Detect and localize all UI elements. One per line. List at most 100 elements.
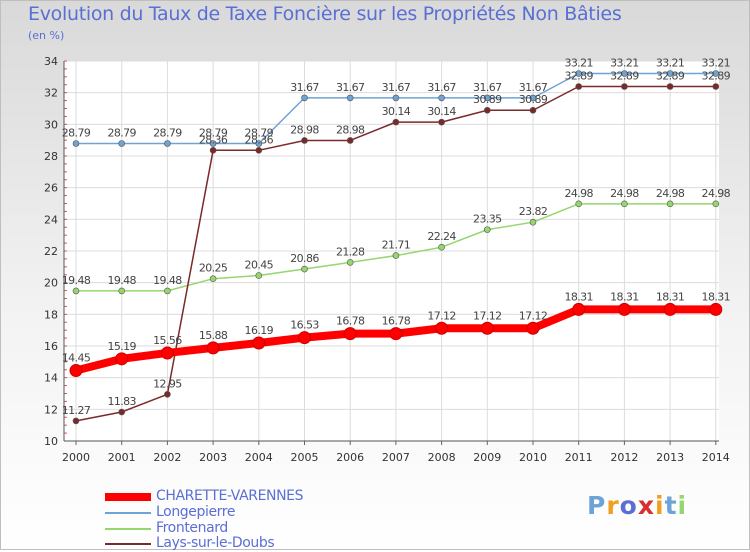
data-point-lays-sur-le-doubs <box>164 390 171 398</box>
y-tick-label: 22 <box>44 245 58 258</box>
data-label-charette-varennes: 17.12 <box>427 309 456 322</box>
data-point-lays-sur-le-doubs <box>255 147 263 154</box>
data-label-longepierre: 33.21 <box>610 57 639 70</box>
data-point-longepierre <box>392 94 400 102</box>
data-label-charette-varennes: 15.19 <box>107 340 136 353</box>
data-label-lays-sur-le-doubs: 28.98 <box>290 123 319 136</box>
data-label-charette-varennes: 18.31 <box>564 290 593 303</box>
data-label-frontenard: 19.48 <box>107 274 136 287</box>
x-tick-label: 2000 <box>62 451 90 464</box>
x-tick-label: 2012 <box>610 451 638 464</box>
data-point-frontenard <box>575 200 583 208</box>
y-tick-label: 12 <box>44 403 58 416</box>
legend-label-frontenard: Frontenard <box>156 520 228 536</box>
data-label-lays-sur-le-doubs: 12.95 <box>153 377 182 390</box>
data-label-lays-sur-le-doubs: 32.89 <box>564 69 593 82</box>
data-point-longepierre <box>438 94 445 102</box>
y-tick-label: 28 <box>44 150 58 163</box>
data-label-longepierre: 28.79 <box>153 126 182 139</box>
logo-letter: t <box>664 491 678 520</box>
data-point-frontenard <box>209 275 217 283</box>
series <box>69 70 723 425</box>
data-point-lays-sur-le-doubs <box>438 118 445 126</box>
data-point-longepierre <box>575 70 583 77</box>
data-point-charette-varennes <box>709 302 723 316</box>
x-tick-label: 2002 <box>153 451 181 464</box>
data-label-frontenard: 24.98 <box>610 187 639 200</box>
legend-label-charette-varennes: CHARETTE-VARENNES <box>156 488 304 504</box>
logo-letter: r <box>606 491 620 520</box>
data-point-frontenard <box>392 252 400 259</box>
data-label-frontenard: 23.35 <box>473 213 502 226</box>
data-point-frontenard <box>118 287 125 295</box>
data-label-lays-sur-le-doubs: 11.83 <box>107 395 136 408</box>
data-point-longepierre <box>346 94 354 102</box>
data-point-longepierre <box>483 94 491 102</box>
data-label-lays-sur-le-doubs: 32.89 <box>702 69 731 82</box>
data-point-charette-varennes <box>343 327 357 341</box>
data-point-frontenard <box>621 200 628 208</box>
data-point-lays-sur-le-doubs <box>346 137 354 144</box>
data-labels: 28.79 28.79 28.79 28.79 28.79 31.67 31.67 31.67… <box>62 57 731 417</box>
data-label-lays-sur-le-doubs: 28.36 <box>199 133 228 146</box>
data-label-charette-varennes: 18.31 <box>702 290 731 303</box>
data-point-frontenard <box>346 259 354 266</box>
data-label-frontenard: 20.25 <box>199 262 228 275</box>
logo-letter: x <box>637 491 655 520</box>
data-label-longepierre: 28.79 <box>62 126 91 139</box>
y-tick-label: 30 <box>44 118 58 131</box>
data-label-lays-sur-le-doubs: 32.89 <box>610 69 639 82</box>
y-tick-label: 32 <box>44 87 58 100</box>
data-label-frontenard: 24.98 <box>564 187 593 200</box>
x-tick-label: 2005 <box>291 451 319 464</box>
legend-swatch-charette-varennes <box>105 493 151 501</box>
data-label-lays-sur-le-doubs: 28.98 <box>336 123 365 136</box>
y-tick-label: 26 <box>44 182 58 195</box>
data-point-charette-varennes <box>252 336 266 350</box>
data-label-longepierre: 31.67 <box>473 81 502 94</box>
data-point-lays-sur-le-doubs <box>621 83 628 90</box>
x-tick-label: 2007 <box>382 451 410 464</box>
x-tick-label: 2011 <box>565 451 593 464</box>
data-label-frontenard: 19.48 <box>62 274 91 287</box>
logo-letter: P <box>587 491 607 520</box>
data-point-frontenard <box>529 218 537 226</box>
data-point-frontenard <box>666 200 674 208</box>
data-point-longepierre <box>72 140 80 147</box>
data-label-longepierre: 33.21 <box>702 57 731 70</box>
data-label-charette-varennes: 17.12 <box>519 309 548 322</box>
data-label-longepierre: 28.79 <box>199 126 228 139</box>
data-label-lays-sur-le-doubs: 11.27 <box>62 404 91 417</box>
legend-swatch-lays-sur-le-doubs <box>105 543 151 545</box>
x-tick-label: 2001 <box>108 451 136 464</box>
data-point-longepierre <box>621 70 628 77</box>
logo-letter: i <box>677 491 688 520</box>
data-label-lays-sur-le-doubs: 28.36 <box>245 133 274 146</box>
chart-title: Evolution du Taux de Taxe Foncière sur l… <box>28 3 622 25</box>
data-label-lays-sur-le-doubs: 30.14 <box>427 105 456 118</box>
data-label-lays-sur-le-doubs: 30.89 <box>473 93 502 106</box>
data-point-charette-varennes <box>206 341 220 355</box>
y-tick-label: 20 <box>44 277 58 290</box>
data-point-longepierre <box>529 94 537 102</box>
x-tick-label: 2013 <box>656 451 684 464</box>
data-label-frontenard: 21.28 <box>336 245 365 258</box>
data-point-charette-varennes <box>663 302 677 316</box>
x-tick-label: 2014 <box>702 451 730 464</box>
data-point-charette-varennes <box>69 364 83 378</box>
data-label-longepierre: 31.67 <box>519 81 548 94</box>
data-label-longepierre: 31.67 <box>290 81 319 94</box>
y-tick-label: 10 <box>44 435 58 448</box>
data-label-longepierre: 28.79 <box>245 126 274 139</box>
data-label-lays-sur-le-doubs: 32.89 <box>656 69 685 82</box>
data-label-longepierre: 31.67 <box>427 81 456 94</box>
data-point-frontenard <box>438 243 445 251</box>
y-tick-label: 14 <box>44 372 58 385</box>
data-point-charette-varennes <box>572 302 586 316</box>
data-label-frontenard: 24.98 <box>702 187 731 200</box>
data-label-longepierre: 33.21 <box>564 57 593 70</box>
data-point-lays-sur-le-doubs <box>575 83 583 90</box>
data-point-lays-sur-le-doubs <box>209 147 217 154</box>
data-label-frontenard: 20.45 <box>245 259 274 272</box>
